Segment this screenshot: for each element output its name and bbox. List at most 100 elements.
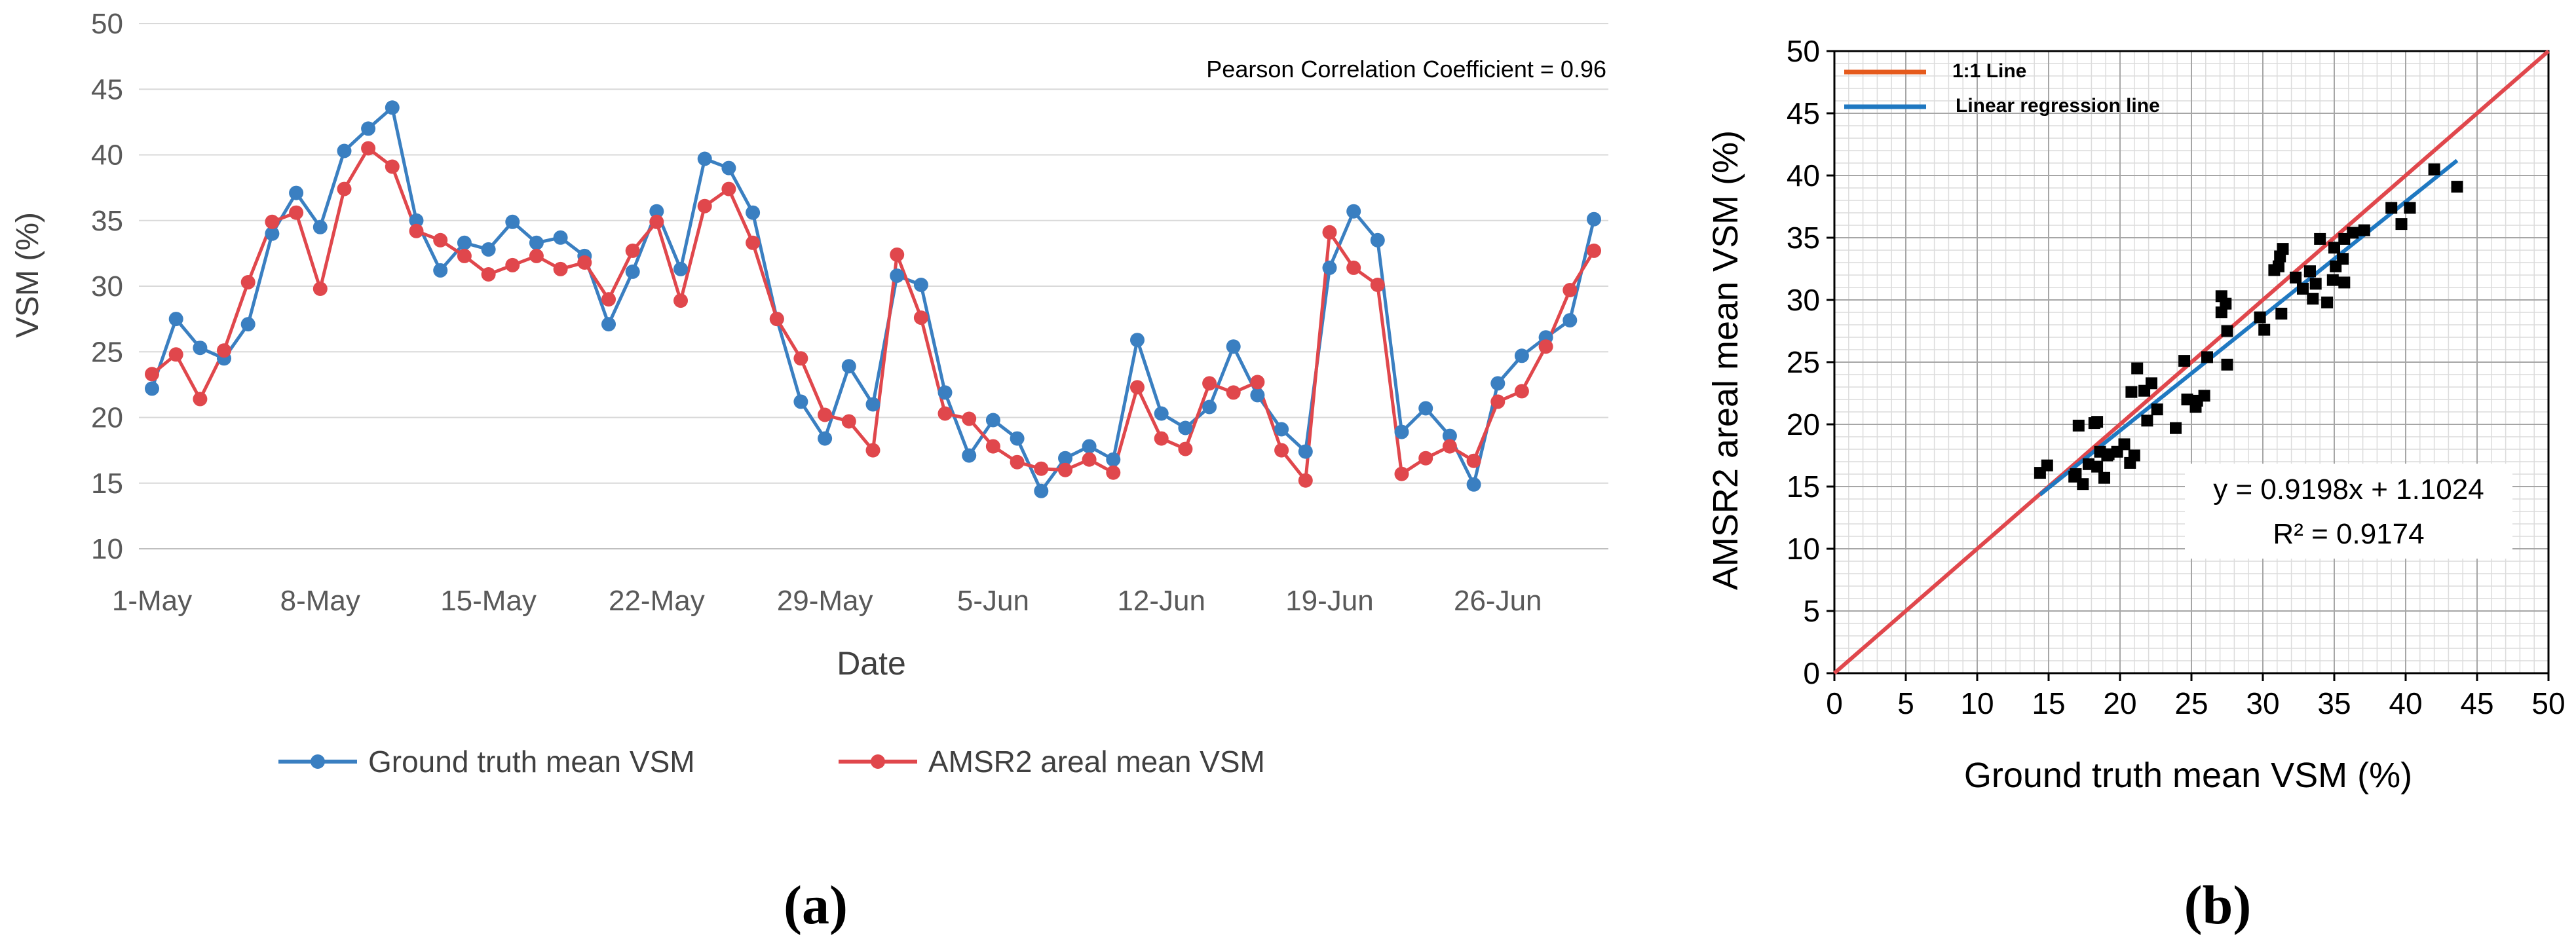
a-point-amsr2 [913,310,928,325]
a-point-ground [721,160,736,176]
b-x-tick-label: 40 [2389,686,2422,720]
b-scatter-point [2220,297,2232,310]
a-point-ground [1322,260,1337,275]
a-point-ground [1154,406,1169,421]
b-x-tick-label: 35 [2317,686,2351,720]
a-y-axis-label: VSM (%) [10,212,45,338]
b-scatter-point [2330,260,2342,272]
a-point-amsr2 [1298,473,1313,488]
b-scatter-point [2428,163,2440,176]
a-point-ground [673,261,688,276]
a-point-ground [1250,388,1265,403]
a-legend-amsr2-marker [871,754,885,769]
b-scatter-point [2307,293,2319,305]
b-one-to-one-line [1833,49,2550,675]
a-series-line-ground [150,105,1596,493]
a-point-ground [1346,204,1361,219]
a-point-amsr2 [1202,376,1217,391]
a-point-amsr2 [746,235,761,250]
a-point-ground [649,204,664,219]
a-point-ground [385,100,400,115]
b-x-tick-label: 5 [1897,686,1914,720]
b-legend-regression-label: Linear regression line [1956,95,2160,117]
b-equation-text: y = 0.9198x + 1.1024 [2213,473,2484,506]
a-point-ground [865,397,881,412]
a-point-ground [289,185,304,200]
a-point-amsr2 [1250,375,1265,390]
b-scatter-point [2124,456,2136,469]
b-scatter-point [2254,311,2266,324]
a-point-amsr2 [313,282,328,296]
a-x-tick-labels: 1-May 8-May 15-May 22-May 29-May 5-Jun 12-Jun 1… [112,585,1542,617]
b-scatter-point [2221,325,2233,337]
a-point-ground [1418,401,1433,416]
a-point-amsr2 [649,214,664,229]
b-scatter-point [2201,351,2213,363]
a-point-amsr2 [289,205,304,220]
b-scatter-point [2395,218,2408,231]
b-scatter-point [2358,224,2370,236]
a-point-ground [1082,439,1097,454]
a-point-amsr2 [505,257,520,272]
a-point-amsr2 [1514,384,1529,399]
b-x-tick-label: 15 [2032,686,2065,720]
b-y-tick-label: 15 [1787,470,1820,504]
b-scatter-point [2451,181,2463,193]
a-point-amsr2 [1442,439,1457,454]
a-point-ground [1490,376,1506,391]
a-x-tick-label: 19-Jun [1285,585,1374,617]
b-y-tick-label: 45 [1787,96,1820,130]
b-scatter-point [2131,362,2144,375]
a-point-amsr2 [481,267,496,282]
a-point-ground [361,121,376,136]
a-point-ground [1202,399,1217,415]
a-point-ground [1010,431,1025,446]
b-legend-1to1-label: 1:1 Line [1952,60,2026,82]
b-scatter-point [2258,324,2271,336]
a-point-amsr2 [601,292,616,307]
a-point-amsr2 [1274,443,1289,458]
a-point-amsr2 [721,181,736,196]
a-point-amsr2 [457,248,472,263]
a-point-amsr2 [217,343,231,358]
b-x-tick-label: 10 [1960,686,1994,720]
a-series-group [145,100,1601,498]
a-point-ground [1130,333,1145,348]
b-equation-backing [2185,464,2512,559]
b-scatter-point [2088,417,2100,430]
a-x-tick-label: 8-May [280,585,360,617]
a-y-tick-label: 30 [91,270,123,303]
a-point-ground [1178,420,1193,435]
a-point-amsr2 [529,248,544,263]
b-scatter-point [2094,445,2106,458]
line-chart-panel-a: 10 15 20 25 30 35 40 45 50 1-May 8-May 15-May 22-Ma… [10,8,1608,936]
a-point-ground [1226,339,1241,354]
b-scatter-point [2275,307,2288,320]
b-scatter-point [2098,472,2110,484]
a-y-tick-label: 15 [91,468,123,500]
a-point-ground [481,242,496,257]
a-point-amsr2 [265,214,280,229]
b-scatter-point [2118,438,2131,451]
a-point-ground [1058,451,1072,466]
b-scatter-point [2404,202,2416,214]
a-point-amsr2 [1346,260,1361,275]
a-x-tick-label: 1-May [112,585,192,617]
b-scatter-point [2181,394,2193,405]
a-point-amsr2 [1538,339,1553,354]
b-scatter-point [2072,419,2085,432]
a-x-tick-label: 15-May [440,585,537,617]
a-point-ground [1587,212,1601,227]
b-fit-lines [1833,49,2550,675]
b-x-tick-label: 50 [2531,686,2565,720]
a-point-ground [1563,313,1578,328]
a-point-ground [962,448,977,463]
a-legend-ground-label: Ground truth mean VSM [368,745,695,779]
b-scatter-point [2328,242,2340,254]
a-x-tick-label: 29-May [777,585,873,617]
b-scatter-point [2077,478,2089,490]
a-point-ground [168,312,183,327]
a-point-amsr2 [865,443,881,458]
a-point-ground [938,385,953,400]
a-point-amsr2 [985,439,1000,454]
